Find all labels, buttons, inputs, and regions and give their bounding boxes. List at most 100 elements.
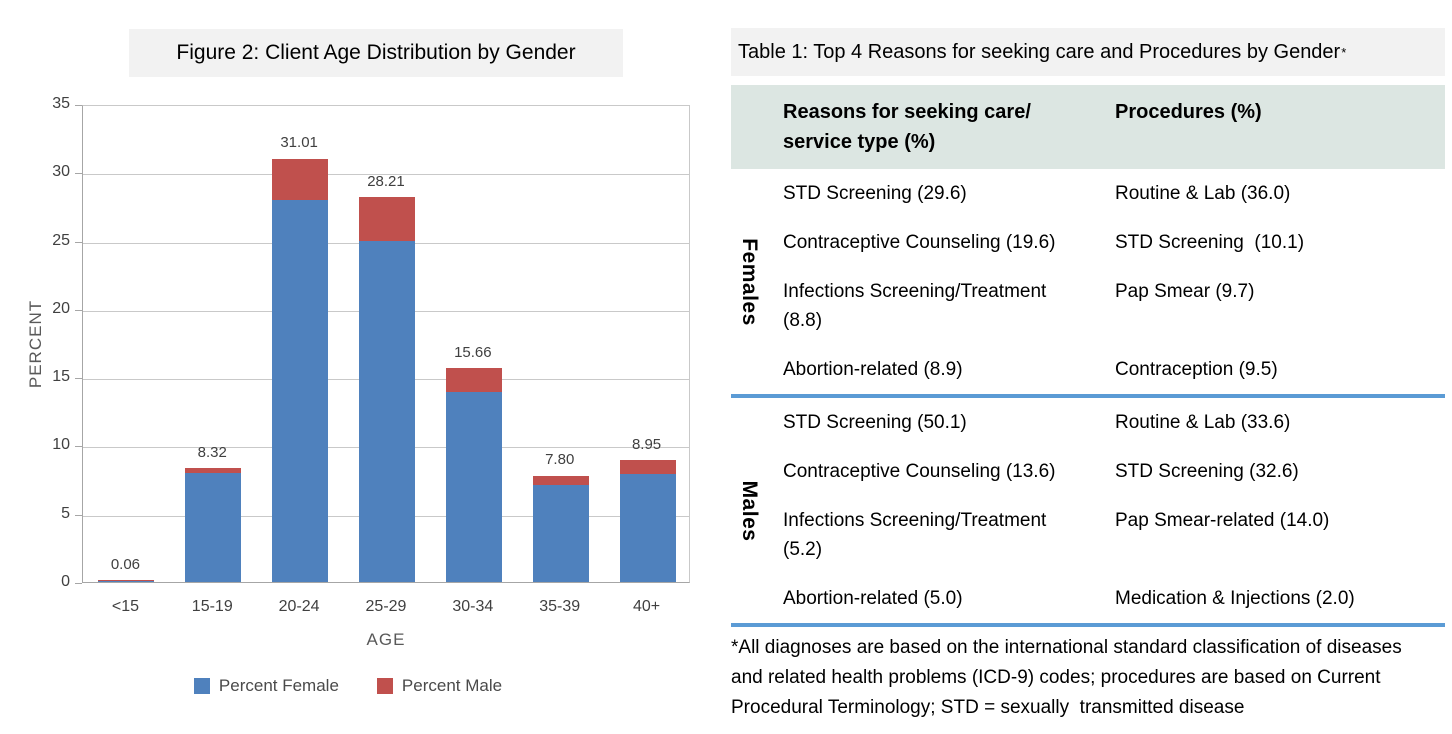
table-row: STD Screening (29.6) Routine & Lab (36.0) xyxy=(783,169,1445,218)
x-tick-label-40+: 40+ xyxy=(632,598,661,615)
bar-segment-male-<15 xyxy=(98,580,155,582)
y-tick-label-35: 35 xyxy=(52,95,70,112)
table-title-asterisk: * xyxy=(1341,44,1347,60)
bar-total-label-30-34: 15.66 xyxy=(454,344,492,362)
y-tick-label-15: 15 xyxy=(52,368,70,386)
y-tick-label-30: 30 xyxy=(52,163,70,181)
cell-reason: Infections Screening/Treatment (8.8) xyxy=(783,281,1052,331)
column-header-reasons: Reasons for seeking care/ service type (… xyxy=(783,101,1031,153)
group-label-males: Males xyxy=(738,480,761,541)
y-tick-mark-5 xyxy=(75,514,82,516)
bar-segment-male-35-39 xyxy=(532,475,589,486)
figure2-chart-panel: Figure 2: Client Age Distribution by Gen… xyxy=(26,29,690,696)
table-groups: Females STD Screening (29.6) Routine & Lab… xyxy=(731,169,1445,627)
bar-segment-female-40+ xyxy=(619,474,676,582)
column-header-procedures: Procedures (%) xyxy=(1115,101,1262,123)
cell-procedure: STD Screening (10.1) xyxy=(1115,232,1305,253)
bar-segment-female-15-19 xyxy=(185,473,242,582)
bar-segment-male-40+ xyxy=(619,459,676,475)
bar-total-label-<15: 0.06 xyxy=(110,556,141,574)
cell-reason: STD Screening (50.1) xyxy=(783,412,967,433)
cell-reason: Infections Screening/Treatment (5.2) xyxy=(783,510,1052,560)
cell-reason: Abortion-related (5.0) xyxy=(783,588,963,609)
x-tick-label-30-34: 30-34 xyxy=(452,598,494,615)
table-row: Contraceptive Counseling (13.6) STD Scree… xyxy=(783,447,1445,496)
bar-segment-male-30-34 xyxy=(445,368,502,393)
table-row: Abortion-related (8.9) Contraception (9.5… xyxy=(783,345,1445,394)
bar-total-label-40+: 8.95 xyxy=(631,435,662,453)
bar-35-39 xyxy=(532,475,589,582)
table-header-row: Reasons for seeking care/ service type (… xyxy=(731,85,1445,169)
cell-reason: Contraceptive Counseling (19.6) xyxy=(783,232,1056,253)
y-tick-mark-20 xyxy=(75,309,82,311)
bar-segment-male-15-19 xyxy=(185,468,242,474)
y-tick-mark-30 xyxy=(75,173,82,175)
group-label-females: Females xyxy=(738,237,761,326)
bar-total-label-25-29: 28.21 xyxy=(367,172,405,190)
table-body: Females STD Screening (29.6) Routine & Lab… xyxy=(731,169,1445,723)
cell-reason: STD Screening (29.6) xyxy=(783,183,967,204)
legend-label: Percent Female xyxy=(218,676,339,695)
cell-procedure: Routine & Lab (36.0) xyxy=(1115,183,1291,204)
cell-procedure: Medication & Injections (2.0) xyxy=(1115,588,1355,609)
x-tick-label-<15: <15 xyxy=(111,598,139,615)
bar-20-24 xyxy=(272,158,329,582)
bar-total-label-35-39: 7.80 xyxy=(545,451,575,469)
cell-reason: Contraceptive Counseling (13.6) xyxy=(783,461,1056,482)
y-tick-label-0: 0 xyxy=(61,573,70,590)
y-tick-mark-25 xyxy=(75,241,82,243)
cell-reason: Abortion-related (8.9) xyxy=(783,359,963,380)
group-females: Females STD Screening (29.6) Routine & Lab… xyxy=(731,169,1445,398)
gridline-30 xyxy=(83,174,689,176)
bar-segment-female-35-39 xyxy=(532,485,589,582)
bar-<15 xyxy=(98,580,155,582)
legend-item-percent-male: Percent Male xyxy=(376,676,503,696)
y-tick-mark-10 xyxy=(75,446,82,448)
table-row: Abortion-related (5.0) Medication & Injec… xyxy=(783,574,1445,623)
legend-swatch-percent-female xyxy=(193,678,210,694)
cell-procedure: Pap Smear-related (14.0) xyxy=(1115,510,1330,531)
bar-segment-male-25-29 xyxy=(359,196,415,241)
bar-total-label-15-19: 8.32 xyxy=(197,444,227,462)
table-row: Infections Screening/Treatment (8.8) Pap … xyxy=(783,267,1445,345)
table-footnote: *All diagnoses are based on the internat… xyxy=(731,637,1407,718)
legend-item-percent-female: Percent Female xyxy=(193,676,339,696)
group-males: Males STD Screening (50.1) Routine & Lab (… xyxy=(731,398,1445,627)
legend-label: Percent Male xyxy=(401,676,503,695)
table-row: Contraceptive Counseling (19.6) STD Scree… xyxy=(783,218,1445,267)
bar-segment-female-<15 xyxy=(98,581,155,582)
x-tick-label-35-39: 35-39 xyxy=(539,598,581,615)
y-tick-mark-0 xyxy=(75,583,82,584)
x-tick-label-25-29: 25-29 xyxy=(365,598,407,615)
y-tick-label-5: 5 xyxy=(61,504,70,522)
x-tick-label-15-19: 15-19 xyxy=(191,598,233,615)
table-row: STD Screening (50.1) Routine & Lab (33.6) xyxy=(783,398,1445,447)
chart-legend: Percent Female Percent Male xyxy=(28,676,668,696)
bar-40+ xyxy=(619,459,676,582)
x-axis-title: AGE xyxy=(366,630,406,649)
bar-25-29 xyxy=(359,196,415,582)
table-row: Infections Screening/Treatment (5.2) Pap … xyxy=(783,496,1445,574)
bar-segment-female-20-24 xyxy=(272,199,329,582)
legend-swatch-percent-male xyxy=(376,678,393,694)
table-title: Table 1: Top 4 Reasons for seeking care … xyxy=(731,28,1445,76)
plot-area xyxy=(82,105,690,583)
cell-procedure: STD Screening (32.6) xyxy=(1115,461,1299,482)
cell-procedure: Routine & Lab (33.6) xyxy=(1115,412,1291,433)
cell-procedure: Contraception (9.5) xyxy=(1115,359,1278,380)
y-tick-label-25: 25 xyxy=(52,231,70,249)
y-tick-mark-15 xyxy=(75,378,82,380)
table-title-text: Table 1: Top 4 Reasons for seeking care … xyxy=(738,40,1341,63)
bar-segment-male-20-24 xyxy=(272,158,329,200)
bar-segment-female-25-29 xyxy=(359,240,415,582)
bar-segment-female-30-34 xyxy=(445,392,502,582)
y-tick-label-20: 20 xyxy=(52,299,70,317)
y-tick-mark-35 xyxy=(75,105,82,106)
bar-30-34 xyxy=(445,368,502,582)
bar-total-label-20-24: 31.01 xyxy=(280,134,318,152)
table1-panel: Table 1: Top 4 Reasons for seeking care … xyxy=(726,0,1452,734)
x-tick-label-20-24: 20-24 xyxy=(278,598,320,615)
y-tick-label-10: 10 xyxy=(52,436,70,454)
bar-15-19 xyxy=(185,468,242,582)
cell-procedure: Pap Smear (9.7) xyxy=(1115,281,1255,302)
